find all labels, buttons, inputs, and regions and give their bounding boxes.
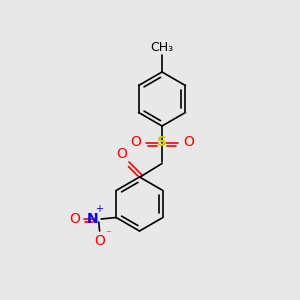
Text: O: O: [69, 212, 80, 226]
Text: ⁻: ⁻: [105, 230, 111, 240]
Text: O: O: [94, 234, 105, 248]
Text: +: +: [95, 204, 103, 214]
Text: O: O: [130, 136, 141, 149]
Text: S: S: [157, 136, 167, 149]
Text: N: N: [86, 212, 98, 226]
Text: CH₃: CH₃: [150, 41, 174, 54]
Text: O: O: [183, 136, 194, 149]
Text: O: O: [117, 146, 128, 161]
